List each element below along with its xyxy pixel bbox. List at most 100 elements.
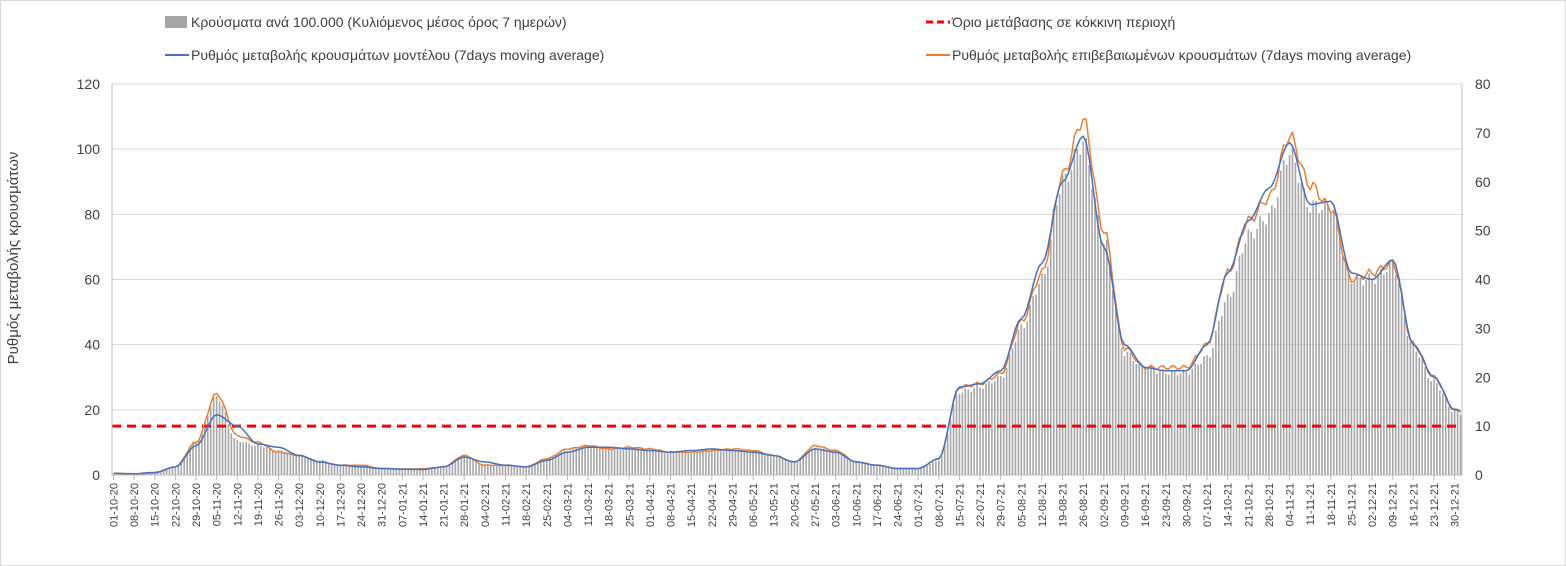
bar	[257, 444, 259, 475]
bar	[1330, 214, 1332, 475]
bar	[1052, 213, 1055, 475]
bar	[348, 465, 351, 475]
bar	[693, 452, 695, 475]
bar	[324, 461, 327, 475]
bar	[1153, 369, 1155, 475]
y2-tick-label: 70	[1475, 125, 1491, 141]
bar	[1371, 280, 1373, 475]
x-tick-label: 29-10-20	[191, 483, 203, 527]
bar	[1318, 213, 1320, 475]
bar	[823, 448, 825, 475]
bar	[666, 453, 669, 475]
bar	[1394, 275, 1397, 475]
bar	[887, 467, 890, 475]
bar	[655, 451, 657, 475]
bar	[183, 457, 186, 475]
bar	[295, 455, 298, 475]
y-axis-title: Ρυθμός μεταβολής κρουσμάτων	[5, 152, 22, 365]
bar	[1126, 351, 1129, 475]
bar	[725, 450, 728, 475]
bar	[1332, 209, 1335, 476]
bar	[1262, 220, 1264, 475]
bar	[1238, 255, 1241, 475]
bar	[531, 464, 533, 475]
bar	[619, 448, 622, 475]
bar	[433, 467, 436, 475]
bar	[1459, 414, 1462, 475]
x-tick-label: 19-08-21	[1058, 483, 1070, 527]
bar	[761, 453, 763, 475]
bar	[917, 468, 919, 475]
bar	[1197, 365, 1199, 475]
bar	[781, 458, 784, 475]
bar	[472, 459, 474, 475]
bar	[162, 470, 165, 475]
bar	[1064, 173, 1067, 475]
bar	[637, 448, 639, 475]
bar	[1253, 238, 1255, 475]
bar	[431, 467, 433, 475]
bar	[404, 469, 407, 475]
bar	[593, 445, 595, 475]
bar	[557, 454, 560, 475]
bar	[516, 465, 519, 475]
bar	[230, 433, 233, 475]
bar	[1444, 397, 1447, 475]
bar	[307, 457, 309, 475]
bar	[540, 459, 542, 475]
x-tick-label: 03-06-21	[831, 483, 843, 527]
bar	[711, 450, 713, 475]
bar	[1194, 363, 1197, 475]
bar	[150, 473, 153, 475]
bar	[1200, 363, 1202, 475]
bar	[525, 466, 527, 475]
bar	[1374, 284, 1376, 475]
bar	[522, 466, 524, 475]
bar	[979, 387, 981, 475]
bar	[218, 401, 221, 475]
bar	[808, 451, 810, 475]
bar	[481, 465, 483, 475]
bar	[740, 451, 743, 475]
bar	[678, 453, 681, 475]
bar	[805, 454, 807, 475]
bar	[1356, 274, 1359, 475]
bar	[1377, 273, 1379, 475]
bar	[601, 448, 604, 475]
legend-model-label: Ρυθμός μεταβολής κρουσμάτων μοντέλου (7d…	[191, 47, 604, 63]
bar	[383, 468, 386, 475]
bar	[755, 451, 757, 475]
bar	[690, 452, 693, 475]
bar	[484, 465, 486, 475]
bar	[1135, 364, 1138, 475]
bar	[1306, 207, 1309, 476]
bar	[1076, 148, 1079, 476]
x-tick-label: 13-05-21	[769, 483, 781, 527]
bar	[590, 446, 592, 475]
bar	[268, 448, 271, 475]
bar	[994, 381, 996, 475]
y2-tick-label: 30	[1475, 320, 1491, 336]
bar	[198, 439, 200, 475]
bar	[834, 449, 837, 475]
x-tick-label: 28-01-21	[459, 483, 471, 527]
bar	[1430, 381, 1432, 475]
bar	[943, 445, 946, 475]
x-tick-label: 09-12-21	[1388, 483, 1400, 527]
bar	[778, 456, 781, 475]
bar	[251, 445, 253, 475]
bar	[1144, 370, 1146, 475]
bar	[292, 454, 295, 475]
bar	[982, 388, 984, 475]
bar	[870, 464, 872, 475]
bar	[1055, 205, 1058, 475]
bar	[604, 447, 607, 475]
bar	[1005, 367, 1008, 475]
bar	[932, 461, 934, 475]
bar	[1035, 294, 1037, 475]
bar	[233, 437, 236, 475]
bar	[501, 465, 504, 475]
bar	[401, 469, 404, 475]
bar	[186, 452, 188, 475]
bar	[699, 452, 701, 475]
